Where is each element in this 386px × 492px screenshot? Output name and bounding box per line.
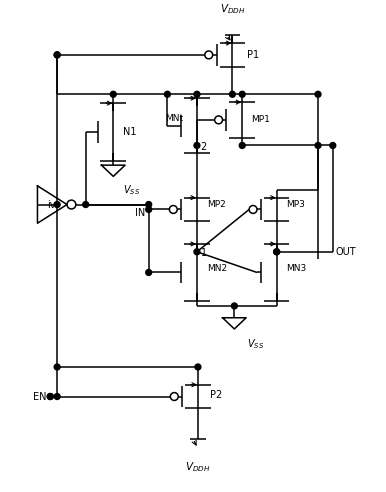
Circle shape — [146, 270, 152, 276]
Circle shape — [194, 92, 200, 97]
Circle shape — [146, 207, 152, 213]
Text: $V_{DDH}$: $V_{DDH}$ — [220, 1, 245, 16]
Circle shape — [239, 143, 245, 149]
Text: 1: 1 — [201, 248, 207, 258]
Text: MN2: MN2 — [207, 264, 227, 273]
Circle shape — [239, 92, 245, 97]
Circle shape — [164, 92, 170, 97]
Text: MNt: MNt — [166, 114, 184, 123]
Text: 2: 2 — [200, 142, 206, 153]
Text: N1: N1 — [123, 126, 137, 137]
Text: $V_{SS}$: $V_{SS}$ — [123, 183, 140, 197]
Text: MP3: MP3 — [286, 200, 305, 209]
Circle shape — [194, 143, 200, 149]
Circle shape — [54, 52, 60, 58]
Circle shape — [330, 143, 336, 149]
Text: P2: P2 — [210, 390, 222, 400]
Text: $V_{SS}$: $V_{SS}$ — [247, 338, 264, 351]
Circle shape — [110, 92, 116, 97]
Circle shape — [274, 249, 279, 255]
Text: P1: P1 — [247, 50, 259, 60]
Text: MN3: MN3 — [286, 264, 307, 273]
Circle shape — [195, 364, 201, 370]
Circle shape — [315, 143, 321, 149]
Circle shape — [54, 202, 60, 208]
Circle shape — [83, 202, 89, 208]
Text: $V_{DDH}$: $V_{DDH}$ — [185, 461, 211, 474]
Text: OUT: OUT — [336, 247, 356, 257]
Circle shape — [47, 394, 53, 400]
Circle shape — [47, 394, 53, 400]
Circle shape — [274, 249, 279, 255]
Text: EN: EN — [32, 392, 46, 401]
Text: IN: IN — [134, 209, 145, 218]
Circle shape — [146, 202, 152, 208]
Circle shape — [54, 52, 60, 58]
Circle shape — [194, 249, 200, 255]
Text: MP2: MP2 — [207, 200, 225, 209]
Text: iv: iv — [47, 200, 56, 210]
Circle shape — [54, 394, 60, 400]
Circle shape — [54, 364, 60, 370]
Text: MP1: MP1 — [251, 115, 270, 124]
Circle shape — [231, 303, 237, 309]
Circle shape — [229, 92, 235, 97]
Circle shape — [315, 92, 321, 97]
